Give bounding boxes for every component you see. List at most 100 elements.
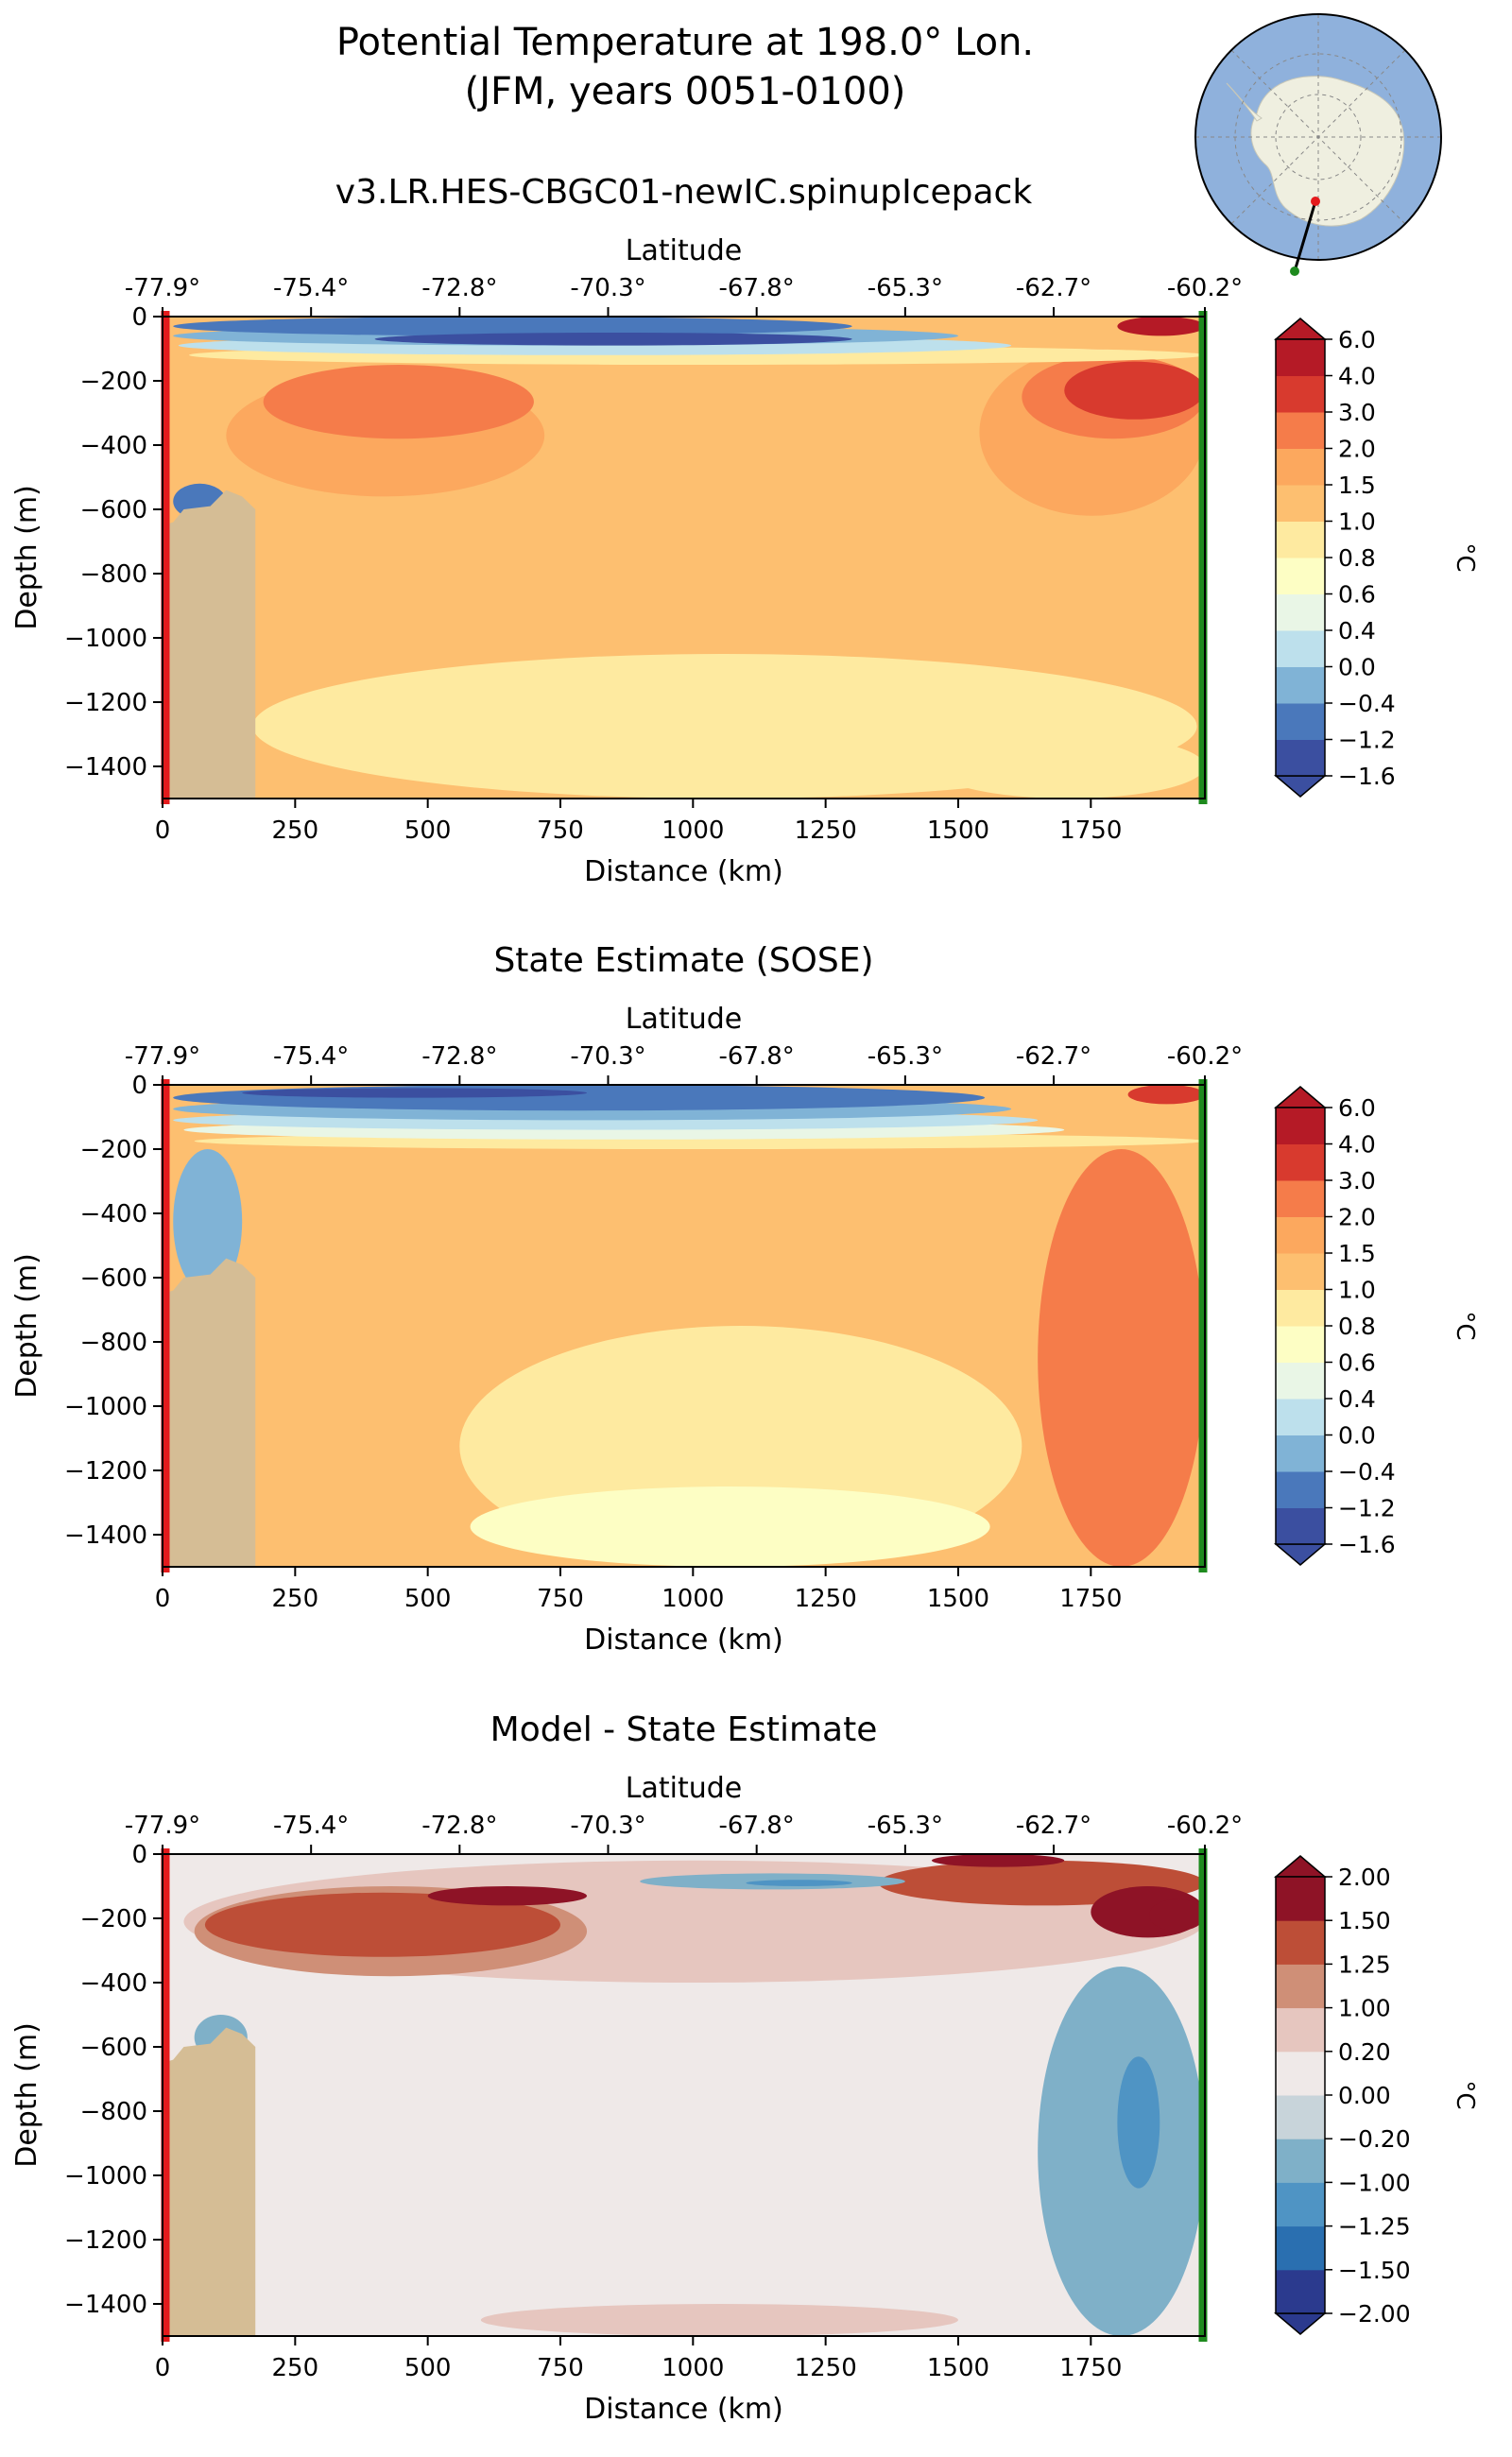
land-bathymetry: [163, 490, 256, 799]
colorbar-extend-min: [1273, 775, 1328, 798]
x-tick-label: 1250: [795, 816, 857, 845]
y-tick-label: −1400: [64, 1521, 147, 1550]
colorbar-tick-label: 0.4: [1338, 1385, 1376, 1413]
top-tick-label: -72.8°: [421, 1042, 497, 1071]
x-tick-label: 500: [404, 2354, 452, 2382]
inset-antarctic-peninsula: [1226, 82, 1263, 122]
colorbar-tick-label: −1.6: [1338, 1531, 1396, 1558]
inset-transect-start-marker: [1311, 197, 1320, 206]
field-region: [931, 734, 1205, 799]
colorbar-tick-label: 1.50: [1338, 1907, 1391, 1934]
field-region: [1117, 2056, 1160, 2189]
colorbar-swatch: [1276, 521, 1325, 558]
top-tick-label: -72.8°: [421, 274, 497, 302]
colorbar-swatch: [1276, 1289, 1325, 1327]
colorbar-swatch: [1276, 1362, 1325, 1400]
colorbar-tick-label: −0.4: [1338, 690, 1396, 717]
field-region: [480, 2304, 958, 2336]
x-tick-label: 250: [272, 816, 319, 845]
colorbar-tick-label: −1.25: [1338, 2213, 1411, 2241]
colorbar: −1.6 −1.2 −0.4 0.0 0.4 0.6 0.8 1.0 1.5 2.0 3.0 4.0 6…: [1273, 318, 1479, 798]
colorbar-swatch: [1276, 739, 1325, 777]
colorbar-tick-label: 0.8: [1338, 1313, 1376, 1340]
colorbar-swatch: [1276, 630, 1325, 667]
colorbar-swatch: [1276, 412, 1325, 449]
colorbar-tick-label: −0.20: [1338, 2125, 1411, 2153]
colorbar-extend-max: [1273, 1855, 1328, 1878]
field-region: [1064, 361, 1205, 420]
colorbar-extend-max: [1273, 1086, 1328, 1108]
panel-2: State Estimate (SOSE) 0 250 500 750 1000 1250 1…: [10, 941, 1479, 1657]
panel-title: Model - State Estimate: [490, 1710, 878, 1749]
top-tick-label: -77.9°: [125, 1812, 200, 1840]
field-region: [470, 1486, 990, 1567]
field-region: [263, 365, 534, 439]
x-tick-label: 1750: [1059, 2354, 1122, 2382]
x-axis-label: Distance (km): [584, 1624, 783, 1657]
colorbar-swatch: [1276, 1920, 1325, 1965]
colorbar-tick-label: 1.5: [1338, 1240, 1376, 1267]
colorbar-tick-label: −1.00: [1338, 2169, 1411, 2196]
y-tick-label: −600: [80, 1264, 147, 1293]
y-tick-label: −400: [80, 1969, 147, 1998]
y-tick-label: −200: [80, 1136, 147, 1164]
colorbar-extend-min: [1273, 2312, 1328, 2335]
colorbar-tick-label: 0.20: [1338, 2038, 1391, 2066]
figure-title-line1: Potential Temperature at 198.0° Lon.: [336, 21, 1034, 64]
x-tick-label: 0: [155, 2354, 171, 2382]
colorbar-swatch: [1276, 1877, 1325, 1921]
colorbar-tick-label: 2.0: [1338, 1204, 1376, 1231]
colorbar-tick-label: 0.4: [1338, 617, 1376, 644]
top-tick-label: -67.8°: [719, 1812, 795, 1840]
plot-frame: [162, 1084, 1206, 1568]
x-tick-label: 0: [155, 816, 171, 845]
x-tick-label: 1500: [927, 816, 989, 845]
top-tick-label: -62.7°: [1016, 1812, 1091, 1840]
colorbar-swatch: [1276, 2225, 1325, 2271]
colorbar-swatch: [1276, 2051, 1325, 2096]
field-region: [1117, 317, 1205, 336]
panel-title: State Estimate (SOSE): [493, 941, 873, 980]
colorbar-tick-label: −2.00: [1338, 2300, 1411, 2328]
colorbar-tick-label: 2.0: [1338, 436, 1376, 463]
y-tick-label: −600: [80, 2034, 147, 2062]
plot-frame: [162, 1853, 1206, 2337]
colorbar-swatch: [1276, 1326, 1325, 1363]
field-region: [1149, 1899, 1205, 1932]
colorbar-swatch: [1276, 2007, 1325, 2053]
x-axis-label: Distance (km): [584, 855, 783, 888]
colorbar-tick-label: 1.25: [1338, 1950, 1391, 1978]
y-tick-label: 0: [131, 303, 147, 332]
x-tick-label: 750: [537, 816, 584, 845]
x-tick-label: 1000: [662, 1585, 724, 1613]
x-tick-label: 750: [537, 1585, 584, 1613]
inset-antarctica-landmass: [1250, 76, 1405, 227]
x-tick-label: 1750: [1059, 816, 1122, 845]
x-tick-label: 750: [537, 2354, 584, 2382]
colorbar-tick-label: 6.0: [1338, 326, 1376, 353]
x-tick-label: 1750: [1059, 1585, 1122, 1613]
x-tick-label: 500: [404, 816, 452, 845]
top-tick-label: -70.3°: [570, 274, 645, 302]
colorbar-tick-label: 0.00: [1338, 2082, 1391, 2109]
colorbar-swatch: [1276, 666, 1325, 704]
y-tick-label: −600: [80, 496, 147, 524]
x-tick-label: 250: [272, 2354, 319, 2382]
field-region: [1127, 1085, 1205, 1105]
colorbar-label: °C: [1451, 2080, 1479, 2109]
land-bathymetry: [163, 1258, 256, 1567]
field-region: [173, 317, 852, 336]
colorbar-swatch: [1276, 1253, 1325, 1290]
x-tick-label: 1500: [927, 1585, 989, 1613]
y-tick-label: −800: [80, 2098, 147, 2126]
y-axis-label: Depth (m): [10, 485, 43, 630]
colorbar: −1.6 −1.2 −0.4 0.0 0.4 0.6 0.8 1.0 1.5 2.0 3.0 4.0 6…: [1273, 1086, 1479, 1566]
top-tick-label: -70.3°: [570, 1042, 645, 1071]
top-tick-label: -77.9°: [125, 274, 200, 302]
colorbar-tick-label: −1.2: [1338, 727, 1396, 754]
x-tick-label: 1250: [795, 1585, 857, 1613]
y-tick-label: −800: [80, 560, 147, 589]
field-region: [204, 1892, 560, 1957]
colorbar-swatch: [1276, 339, 1325, 376]
colorbar-swatch: [1276, 2269, 1325, 2314]
